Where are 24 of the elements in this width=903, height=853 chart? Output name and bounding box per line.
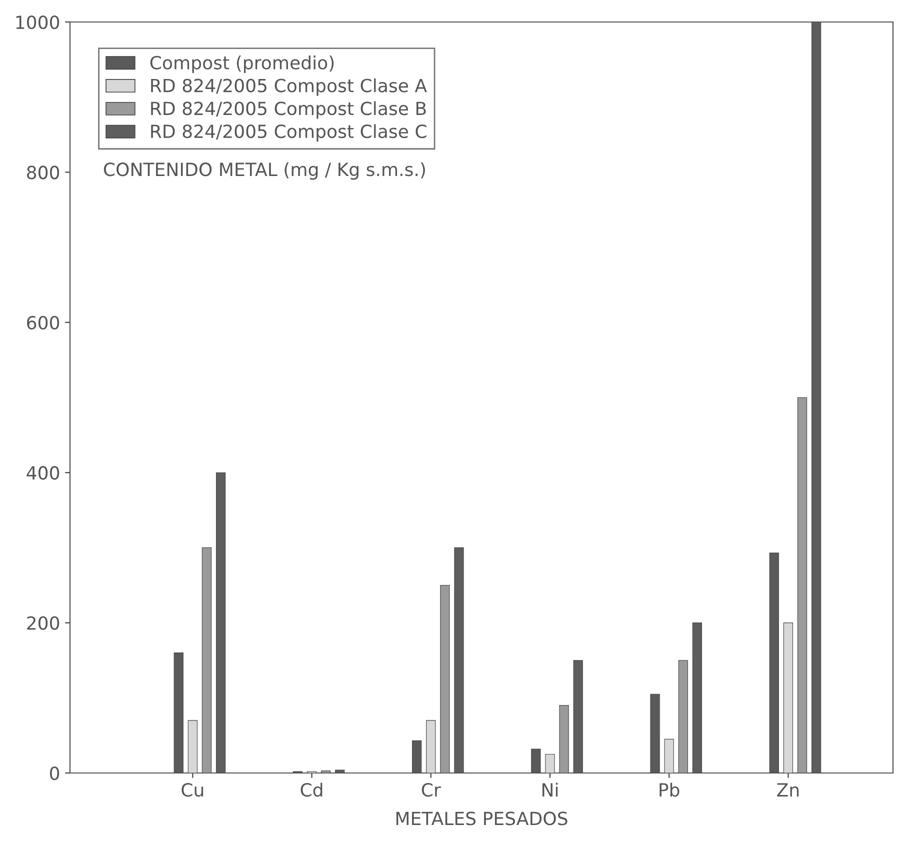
y-axis-title: CONTENIDO METAL (mg / Kg s.m.s.) xyxy=(104,162,425,180)
legend-label: RD 824/2005 Compost Clase B xyxy=(151,101,426,119)
y-tick-label: 200 xyxy=(27,616,60,630)
y-tick-label: 600 xyxy=(27,316,60,330)
bar xyxy=(202,547,212,773)
x-tick-label: Cd xyxy=(300,782,322,797)
x-tick-label: Pb xyxy=(660,782,680,797)
legend-label: RD 824/2005 Compost Clase C xyxy=(151,124,426,142)
x-tick-label: Cr xyxy=(422,783,441,797)
bar xyxy=(797,397,808,773)
bar xyxy=(321,770,331,773)
y-tick-label: 400 xyxy=(26,466,60,480)
x-tick-label: Cu xyxy=(182,783,204,797)
bar xyxy=(559,705,569,773)
legend-label: Compost (promedio) xyxy=(150,56,334,73)
x-tick-label: Zn xyxy=(777,783,799,796)
x-axis-title: METALES PESADOS xyxy=(396,812,568,826)
y-tick-label: 1000 xyxy=(16,15,60,30)
bar xyxy=(440,584,450,773)
y-tick-label: 800 xyxy=(27,166,60,180)
legend-label: RD 824/2005 Compost Clase A xyxy=(151,78,427,96)
x-tick-label: Ni xyxy=(542,782,558,796)
y-tick-label: 0 xyxy=(50,766,60,780)
bar xyxy=(678,660,688,773)
